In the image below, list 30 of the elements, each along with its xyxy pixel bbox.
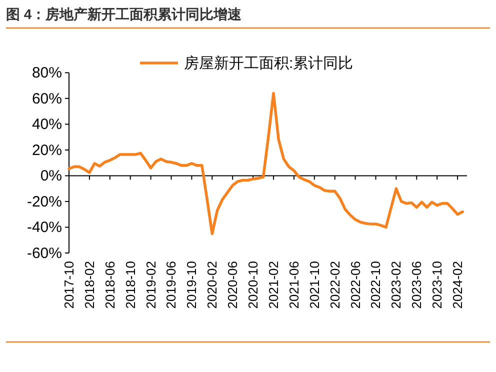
x-tick-label: 2019-06 <box>164 261 179 309</box>
x-tick-label: 2018-10 <box>122 261 138 309</box>
legend-label: 房屋新开工面积:累计同比 <box>184 55 354 72</box>
x-tick-label: 2018-06 <box>102 261 118 309</box>
x-tick-label: 2021-02 <box>266 261 281 309</box>
x-tick-label: 2019-10 <box>184 261 200 309</box>
y-tick-label: 80% <box>32 64 62 82</box>
x-tick-label: 2022-02 <box>327 261 342 309</box>
x-tick-label: 2021-10 <box>306 261 322 309</box>
x-tick-label: 2017-10 <box>62 261 76 309</box>
x-tick-label: 2021-06 <box>286 261 302 309</box>
y-tick-label: 40% <box>32 116 62 134</box>
x-tick-label: 2020-06 <box>225 261 240 309</box>
x-tick-label: 2019-02 <box>143 261 158 309</box>
x-tick-label: 2022-10 <box>368 261 384 309</box>
y-tick-label: -40% <box>26 219 62 236</box>
y-tick-label: 0% <box>40 168 62 185</box>
x-tick-label: 2024-02 <box>450 261 466 309</box>
x-tick-label: 2023-06 <box>409 261 424 309</box>
x-tick-label: 2020-02 <box>204 261 220 309</box>
y-tick-label: 60% <box>32 90 62 108</box>
x-tick-label: 2022-06 <box>348 261 363 309</box>
y-tick-label: 20% <box>32 142 62 159</box>
x-tick-label: 2020-10 <box>246 261 261 309</box>
x-tick-label: 2023-10 <box>430 261 445 309</box>
chart-title: 图 4：房地产新开工面积累计同比增速 <box>6 6 243 22</box>
y-tick-label: -60% <box>26 245 62 262</box>
x-tick-label: 2018-02 <box>82 261 97 309</box>
y-tick-label: -20% <box>26 193 62 210</box>
x-tick-label: 2023-02 <box>388 261 404 309</box>
